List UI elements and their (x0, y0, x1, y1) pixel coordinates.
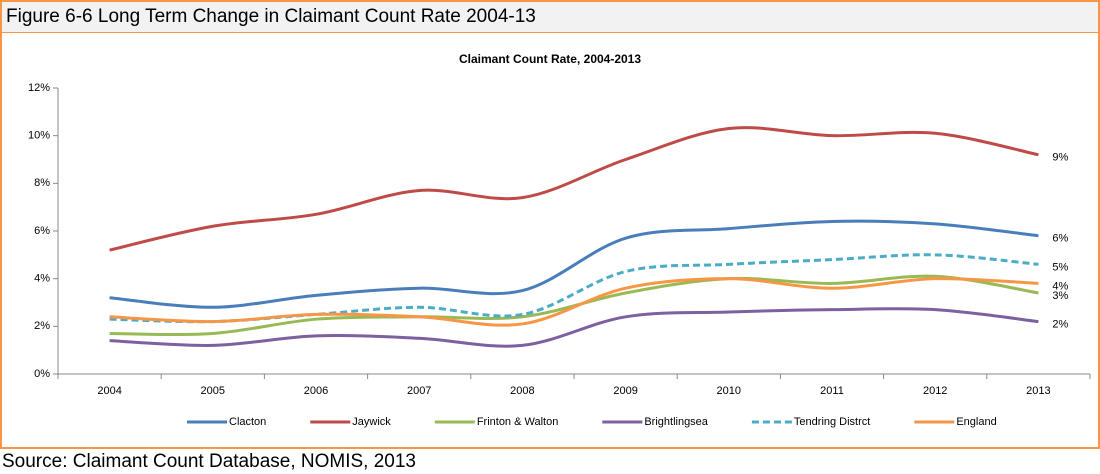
chart-title: Claimant Count Rate, 2004-2013 (459, 52, 641, 66)
y-tick-label: 10% (28, 130, 50, 142)
x-tick-label: 2010 (717, 385, 741, 397)
x-tick-label: 2004 (97, 385, 121, 397)
series-line (109, 277, 1039, 327)
legend-label: Brightlingsea (644, 416, 708, 428)
x-tick-label: 2005 (201, 385, 225, 397)
y-tick-label: 6% (34, 225, 50, 237)
x-tick-label: 2007 (407, 385, 431, 397)
end-label: 9% (1052, 152, 1068, 164)
end-label: 3% (1052, 290, 1068, 302)
x-tick-label: 2008 (510, 385, 534, 397)
x-tick-label: 2006 (304, 385, 328, 397)
y-tick-label: 4% (34, 273, 50, 285)
figure-title: Figure 6-6 Long Term Change in Claimant … (6, 6, 536, 27)
end-label: 4% (1052, 280, 1068, 292)
legend-label: Clacton (229, 416, 266, 428)
source-note: Source: Claimant Count Database, NOMIS, … (2, 451, 416, 472)
x-tick-label: 2013 (1026, 385, 1050, 397)
x-tick-label: 2012 (923, 385, 947, 397)
x-tick-label: 2011 (820, 385, 844, 397)
chart-box: Claimant Count Rate, 2004-2013 0% 2% 4% 6% 8… (0, 32, 1100, 449)
legend-label: Tendring Distrct (794, 416, 870, 428)
series-line (109, 307, 1039, 348)
legend-label: England (956, 416, 996, 428)
legend-label: Frinton & Walton (477, 416, 559, 428)
end-label: 6% (1052, 233, 1068, 245)
y-tick-label: 2% (34, 320, 50, 332)
y-tick-label: 0% (34, 368, 50, 380)
x-tick-label: 2009 (613, 385, 637, 397)
series-line (109, 219, 1039, 309)
chart: Claimant Count Rate, 2004-2013 0% 2% 4% 6% 8… (28, 52, 1091, 428)
legend-label: Jaywick (352, 416, 391, 428)
y-tick-label: 12% (28, 82, 50, 94)
y-tick-label: 8% (34, 177, 50, 189)
end-label: 2% (1052, 318, 1068, 330)
series-line (109, 126, 1039, 252)
figure-header: Figure 6-6 Long Term Change in Claimant … (0, 0, 1100, 32)
end-label: 5% (1052, 261, 1068, 273)
